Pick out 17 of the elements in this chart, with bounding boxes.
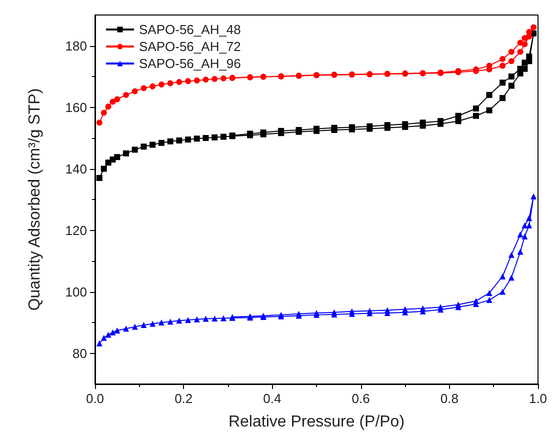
y-tick-label: 80 <box>72 346 87 361</box>
y-tick-label: 180 <box>65 38 87 54</box>
x-axis-title: Relative Pressure (P/Po) <box>228 414 405 430</box>
x-tick-label: 0.4 <box>263 391 282 406</box>
x-tick-label: 0.8 <box>440 391 458 406</box>
legend-label: SAPO-56_AH_72 <box>139 39 241 54</box>
y-tick-label: 160 <box>65 100 87 115</box>
x-tick-label: 0.0 <box>86 391 104 406</box>
y-tick-label: 120 <box>65 222 87 238</box>
x-tick-label: 0.2 <box>174 391 193 406</box>
x-tick-label: 0.6 <box>352 391 370 406</box>
y-axis-title: Quantity Adsorbed (cm³/g STP) <box>26 88 44 311</box>
legend-label: SAPO-56_AH_48 <box>139 22 241 37</box>
y-tick-label: 100 <box>65 284 87 300</box>
y-tick-label: 140 <box>65 161 87 176</box>
x-tick-label: 1.0 <box>528 391 548 406</box>
legend-label: SAPO-56_AH_96 <box>139 56 241 71</box>
